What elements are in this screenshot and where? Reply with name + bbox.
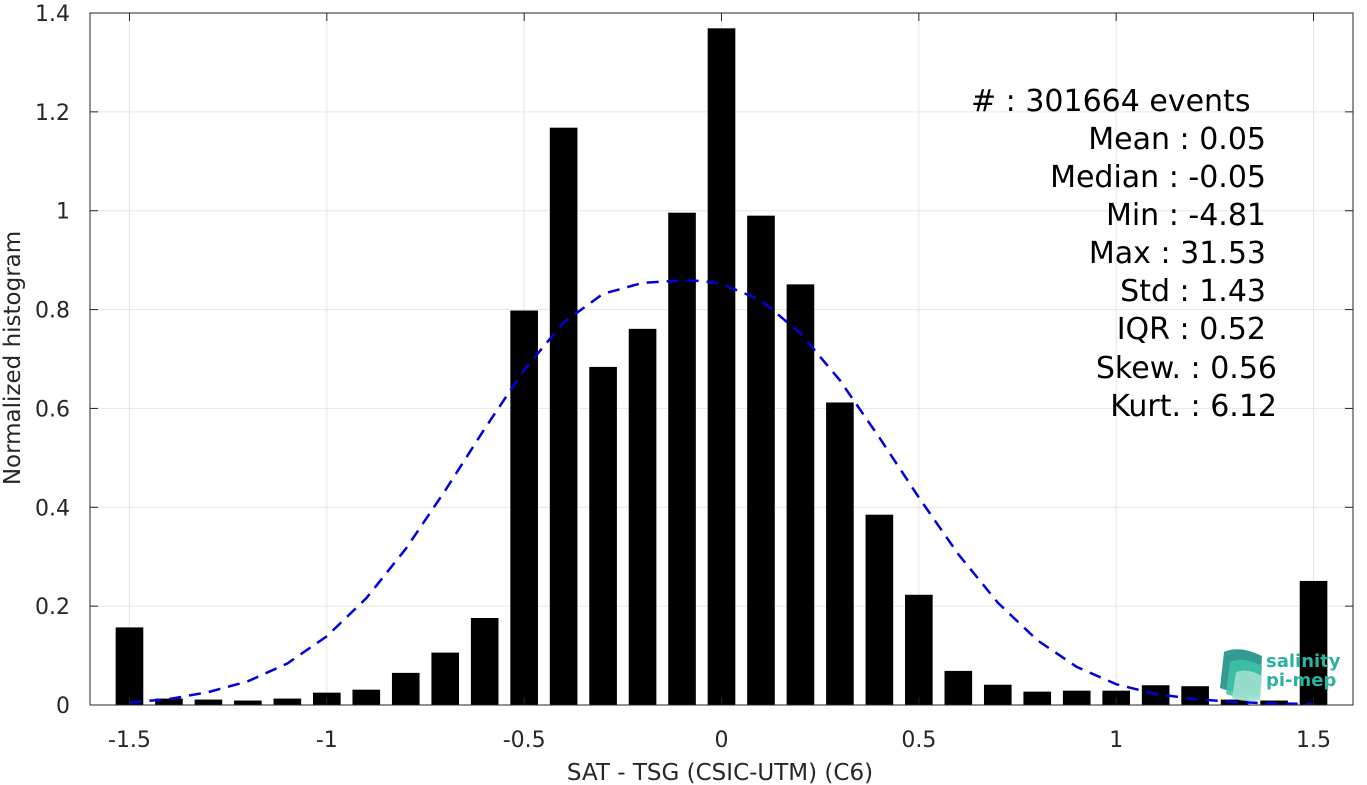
histogram-bar (905, 594, 933, 705)
histogram-bar (1062, 690, 1091, 705)
histogram-bar (944, 670, 973, 705)
stat-events: # : 301664 events (971, 84, 1250, 119)
x-tick-label: -1 (316, 728, 338, 753)
y-tick-label: 1 (56, 200, 70, 225)
logo-line2: pi-mep (1266, 670, 1336, 691)
histogram-bar (510, 310, 538, 705)
x-tick-label: 0 (715, 728, 729, 753)
histogram-bar (1299, 580, 1328, 705)
x-tick-label: 1 (1109, 728, 1123, 753)
histogram-bar (668, 212, 696, 706)
axis-ticks (90, 12, 1353, 706)
x-tick-labels: -1.5 -1 -0.5 0 0.5 1 1.5 (108, 728, 1331, 753)
wave-logo-icon (1220, 649, 1262, 702)
histogram-bar (273, 698, 302, 705)
histogram-bar (391, 672, 420, 705)
histogram-bar (747, 215, 775, 705)
y-axis-label: Normalized histogram (0, 231, 26, 485)
stat-kurt: Kurt. : 6.12 (1110, 389, 1277, 424)
y-tick-label: 0.2 (35, 595, 70, 620)
histogram-bar (1023, 691, 1052, 705)
histogram-bar (352, 689, 381, 705)
logo-line1: salinity (1266, 651, 1341, 672)
x-axis-label: SAT - TSG (CSIC-UTM) (C6) (567, 760, 873, 785)
stat-max: Max : 31.53 (1089, 236, 1266, 271)
stat-skew: Skew. : 0.56 (1096, 351, 1277, 386)
y-tick-label: 1.4 (35, 2, 70, 27)
histogram-bar (983, 684, 1012, 705)
histogram-bar (707, 28, 736, 705)
x-tick-label: -0.5 (503, 728, 546, 753)
histogram-bar (549, 127, 578, 705)
stat-min: Min : -4.81 (1106, 198, 1266, 233)
stat-mean: Mean : 0.05 (1088, 122, 1266, 157)
statistics-box: # : 301664 events Mean : 0.05 Median : -… (971, 84, 1277, 424)
y-tick-label: 0.4 (35, 496, 70, 521)
y-tick-label: 0.8 (35, 299, 70, 324)
y-tick-label: 1.2 (35, 101, 70, 126)
histogram-bar (155, 698, 183, 705)
salinity-pimep-logo: salinity pi-mep (1220, 649, 1341, 702)
histogram-bar (865, 514, 894, 705)
histogram-bar (1181, 686, 1209, 705)
y-tick-label: 0 (56, 694, 70, 719)
histogram-bar (194, 699, 223, 705)
x-tick-label: -1.5 (108, 728, 151, 753)
stat-iqr: IQR : 0.52 (1117, 312, 1266, 347)
histogram-bar (786, 284, 815, 705)
stat-std: Std : 1.43 (1120, 274, 1266, 309)
histogram-bar (470, 618, 499, 705)
y-tick-labels: 0 0.2 0.4 0.6 0.8 1 1.2 1.4 (35, 2, 70, 719)
histogram-bar (234, 700, 262, 705)
stat-median: Median : -0.05 (1050, 160, 1266, 195)
histogram-bar (431, 652, 460, 705)
gaussian-fit-curve (129, 279, 1314, 706)
histogram-bar (115, 627, 144, 705)
histogram-bar (826, 402, 854, 705)
histogram-bar (589, 366, 617, 705)
histogram-bar (628, 328, 657, 705)
x-tick-label: 0.5 (901, 728, 936, 753)
y-tick-label: 0.6 (35, 397, 70, 422)
x-tick-label: 1.5 (1296, 728, 1331, 753)
